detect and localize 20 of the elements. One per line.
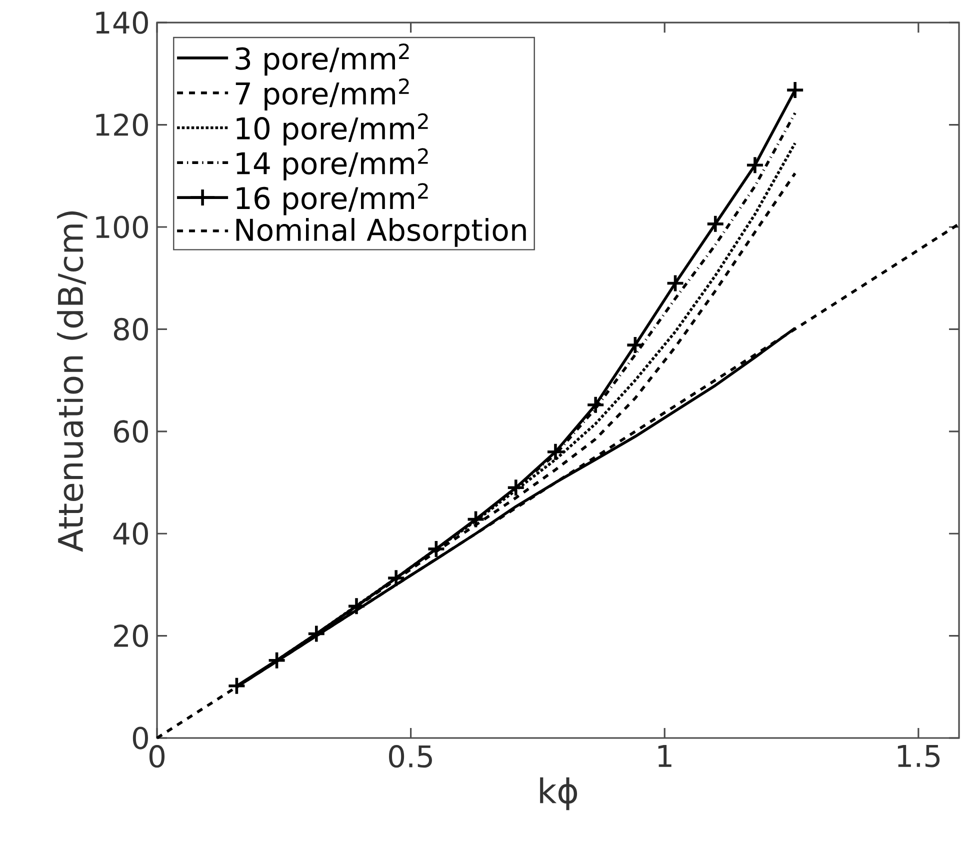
y-tick-label: 60 xyxy=(114,420,148,443)
y-tick-label: 0 xyxy=(132,726,148,750)
y-tick-label: 20 xyxy=(114,624,148,648)
x-tick-label: 0 xyxy=(149,745,165,768)
y-tick-label: 80 xyxy=(114,318,148,341)
legend-label: 3 pore/mm$^{2}$ xyxy=(236,43,409,76)
x-axis-title: kϕ xyxy=(540,777,578,810)
legend-label: 7 pore/mm$^{2}$ xyxy=(236,78,409,111)
legend-label: Nominal Absorption xyxy=(236,218,526,247)
y-tick-label: 100 xyxy=(96,216,148,238)
legend-label: 16 pore/mm$^{2}$ xyxy=(236,183,428,216)
y-tick-label: 140 xyxy=(96,11,148,34)
legend-label: 14 pore/mm$^{2}$ xyxy=(236,148,428,180)
x-tick-label: 0.5 xyxy=(389,745,432,768)
y-axis-title: Attenuation (dB/cm) xyxy=(57,211,88,552)
x-tick-label: 1 xyxy=(658,745,672,767)
y-tick-label: 120 xyxy=(96,113,148,136)
y-tick-label: 40 xyxy=(113,522,148,545)
legend-label: 10 pore/mm$^{2}$ xyxy=(236,113,428,146)
x-tick-label: 1.5 xyxy=(898,745,940,768)
